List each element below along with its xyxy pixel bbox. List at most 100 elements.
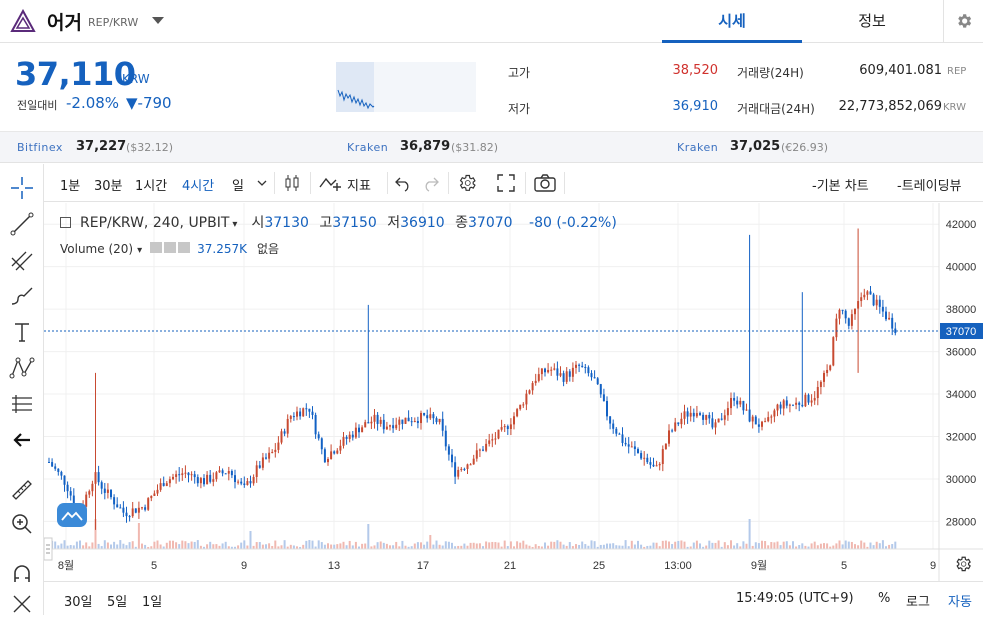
candle-body (246, 481, 249, 485)
volume-bar (212, 544, 215, 549)
candle-body (227, 471, 230, 474)
volume-bar (234, 546, 236, 549)
auto-toggle[interactable]: 자동 (948, 595, 972, 610)
collapse-legend-icon[interactable] (44, 537, 53, 561)
candle-body (671, 430, 674, 432)
range-5d[interactable]: 5일 (107, 595, 128, 610)
fullscreen-icon[interactable] (496, 173, 516, 193)
brush-icon[interactable] (8, 282, 36, 310)
zoom-in-icon[interactable] (8, 510, 36, 538)
log-toggle[interactable]: 로그 (906, 595, 930, 610)
price-tick-label: 30000 (946, 474, 977, 486)
trendline-icon[interactable] (8, 210, 36, 238)
volume-bar (379, 541, 382, 549)
gear-icon[interactable] (164, 242, 177, 253)
camera-icon[interactable] (533, 173, 557, 193)
volume-bar (795, 546, 798, 549)
percent-toggle[interactable]: % (878, 591, 891, 606)
volume-bar (854, 544, 856, 549)
volume-bar (894, 541, 897, 549)
candle-body (612, 423, 615, 429)
chevron-down-icon[interactable]: ▾ (137, 245, 143, 256)
volume-indicator-name[interactable]: Volume (20) (60, 242, 134, 256)
interval-1m[interactable]: 1분 (60, 179, 81, 194)
chevron-down-icon[interactable]: ▾ (232, 219, 238, 230)
legend-symbol[interactable]: REP/KRW, 240, UPBIT (80, 215, 230, 231)
candle-body (606, 401, 608, 417)
candle-body (633, 446, 636, 450)
indicators-label[interactable]: 지표 (347, 179, 371, 194)
candle-body (792, 404, 794, 406)
candle-body (330, 451, 333, 460)
volume-bar (261, 544, 264, 549)
gear-icon[interactable] (457, 173, 477, 193)
pattern-icon[interactable] (8, 354, 36, 382)
basic-chart-button[interactable]: -기본 차트 (812, 179, 869, 194)
candle-body (711, 418, 714, 428)
ruler-icon[interactable] (8, 476, 36, 504)
legend-collapse-icon[interactable] (60, 217, 71, 228)
text-tool-icon[interactable] (8, 318, 36, 346)
candle-body (593, 377, 596, 379)
interval-1h[interactable]: 1시간 (135, 179, 168, 194)
chevron-down-icon[interactable] (257, 178, 267, 188)
redo-icon[interactable] (422, 174, 440, 192)
candlesticks (48, 228, 897, 530)
candle-body (782, 400, 785, 409)
range-30d[interactable]: 30일 (64, 595, 93, 610)
volume-bar (671, 544, 674, 549)
remove-drawings-icon[interactable] (8, 590, 36, 618)
price-chart[interactable]: 28000 30000 32000 34000 36000 38000 40000 42000… (44, 203, 983, 615)
volume-bar (792, 541, 794, 549)
candle-body (296, 411, 298, 417)
arrow-left-icon[interactable] (8, 426, 36, 454)
volume-bar (723, 542, 726, 549)
prediction-tool-icon[interactable] (8, 390, 36, 418)
volume-unit: REP (947, 66, 967, 77)
tab-price[interactable]: 시세 (662, 0, 802, 43)
change-rate: -2.08% (66, 94, 120, 112)
candle-body (358, 427, 360, 433)
candle-body (144, 507, 147, 510)
volume-bar (249, 531, 252, 549)
clock-time[interactable]: 15:49:05 (UTC+9) (736, 591, 854, 606)
settings-button[interactable] (943, 0, 983, 43)
volume-bar (116, 544, 119, 549)
eye-icon[interactable] (150, 242, 163, 253)
candle-body (162, 483, 165, 486)
coin-dropdown-icon[interactable] (152, 17, 164, 24)
candle-body (627, 444, 630, 447)
volume-bar (94, 519, 97, 549)
fib-tools-icon[interactable] (8, 246, 36, 274)
range-1d[interactable]: 1일 (142, 595, 163, 610)
candle-body (317, 434, 320, 439)
volume-bar (779, 545, 782, 549)
candle-body (91, 483, 94, 492)
volume-bar (596, 546, 599, 549)
close-icon[interactable] (178, 242, 191, 253)
candle-type-icon[interactable] (282, 173, 302, 193)
volume-bar (339, 543, 342, 549)
candle-body (435, 418, 438, 423)
interval-4h[interactable]: 4시간 (182, 179, 215, 194)
indicators-icon[interactable] (319, 173, 345, 193)
price-axis[interactable]: 28000 30000 32000 34000 36000 38000 40000 42000 (946, 219, 977, 528)
candle-body (221, 470, 224, 474)
interval-30m[interactable]: 30분 (94, 179, 123, 194)
crosshair-icon[interactable] (8, 174, 36, 202)
candle-body (621, 434, 624, 443)
open-value: 37130 (264, 215, 309, 231)
interval-1d[interactable]: 일 (232, 179, 244, 194)
time-axis[interactable]: 8월 5 9 13 17 21 25 13:00 9월 5 9 (58, 559, 936, 572)
undo-icon[interactable] (394, 174, 412, 192)
tab-info[interactable]: 정보 (858, 12, 886, 30)
exchange-price: 37,025 (730, 139, 781, 154)
candle-body (63, 475, 66, 485)
candle-body (761, 421, 763, 427)
axis-settings-icon[interactable] (956, 556, 971, 572)
volume-bar (568, 542, 571, 549)
tradingview-button[interactable]: -트레이딩뷰 (897, 179, 962, 194)
magnet-icon[interactable] (8, 560, 36, 588)
candle-body (748, 409, 751, 422)
time-tick-label: 13 (328, 560, 340, 572)
